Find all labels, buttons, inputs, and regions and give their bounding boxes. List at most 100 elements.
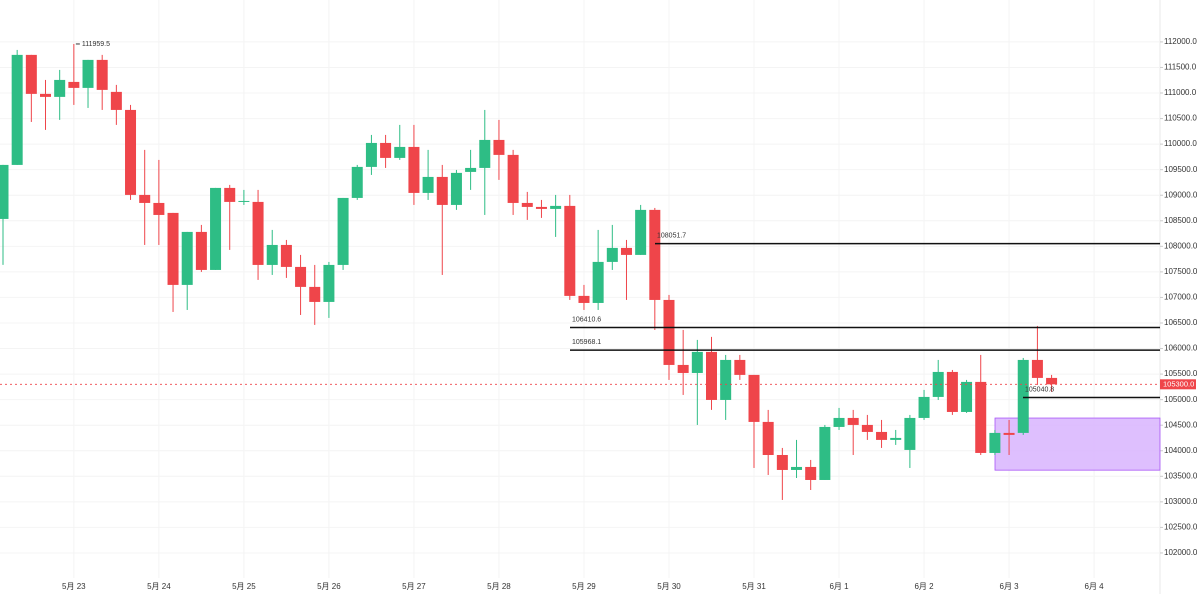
candle-body [195, 231, 207, 270]
candle-body [620, 247, 632, 255]
candle-body [25, 54, 37, 94]
level-label: 106410.6 [572, 316, 601, 323]
y-tick-label: 110500.0 [1164, 114, 1197, 123]
candle-body [1003, 432, 1015, 435]
x-tick-label: 5月 26 [317, 582, 341, 591]
y-tick-label: 112000.0 [1164, 37, 1197, 46]
candle-body [762, 421, 774, 455]
candle-body [876, 431, 888, 440]
candle-body [493, 139, 505, 155]
x-tick-label: 5月 31 [742, 582, 766, 591]
level-label: 105968.1 [572, 339, 601, 346]
candle-body [946, 371, 958, 412]
candle-body [465, 167, 477, 172]
candle-body [776, 454, 788, 470]
x-tick-label: 5月 30 [657, 582, 681, 591]
candle-body [479, 139, 491, 168]
candle-body [295, 266, 307, 287]
candle-body [989, 432, 1001, 453]
candle-body [890, 437, 902, 440]
candle-body [861, 424, 873, 432]
candle-body [436, 176, 448, 205]
candle-body [805, 466, 817, 480]
candle-body [422, 176, 434, 193]
y-tick-label: 102000.0 [1164, 548, 1198, 557]
candle-body [677, 364, 689, 373]
candle-body [691, 351, 703, 373]
candle-body [11, 54, 23, 165]
candle-body [210, 187, 222, 270]
y-tick-label: 105000.0 [1164, 395, 1198, 404]
high-marker-label: 111959.5 [82, 41, 110, 48]
candle-body [96, 59, 108, 90]
last-price-label: 105300.0 [1163, 379, 1194, 388]
y-tick-label: 108500.0 [1164, 216, 1198, 225]
x-tick-label: 5月 25 [232, 582, 256, 591]
candle-body [181, 231, 193, 285]
y-tick-label: 109000.0 [1164, 190, 1198, 199]
candle-body [606, 247, 618, 262]
candle-body [521, 202, 533, 207]
candle-body [394, 146, 406, 158]
x-tick-label: 6月 4 [1085, 582, 1105, 591]
candle-body [309, 286, 321, 302]
level-label: 108051.7 [657, 233, 686, 240]
candle-body [663, 299, 675, 365]
x-tick-label: 5月 27 [402, 582, 426, 591]
candle-body [578, 295, 590, 303]
candle-body [635, 209, 647, 255]
candle-body [649, 209, 661, 300]
candle-body [125, 109, 137, 195]
y-tick-label: 104000.0 [1164, 446, 1198, 455]
candle-body [153, 202, 165, 215]
candle-body [819, 426, 831, 480]
candle-body [266, 244, 278, 265]
y-tick-label: 105500.0 [1164, 369, 1198, 378]
candle-body [507, 154, 519, 203]
candle-body [833, 417, 845, 427]
candle-body [139, 194, 151, 203]
y-tick-label: 110000.0 [1164, 139, 1197, 148]
candle-body [961, 381, 973, 412]
y-tick-label: 109500.0 [1164, 165, 1198, 174]
candle-body [252, 201, 264, 265]
y-tick-label: 106500.0 [1164, 318, 1198, 327]
y-tick-label: 111500.0 [1164, 63, 1197, 72]
x-tick-label: 5月 29 [572, 582, 596, 591]
candle-body [450, 172, 462, 205]
x-tick-label: 5月 23 [62, 582, 86, 591]
candle-body [224, 187, 236, 202]
candle-body [1031, 359, 1043, 378]
candle-body [706, 351, 717, 400]
y-tick-label: 107500.0 [1164, 267, 1198, 276]
candle-body [408, 146, 420, 193]
candle-body [550, 205, 562, 209]
candle-body [904, 417, 916, 450]
x-tick-label: 6月 2 [914, 582, 934, 591]
last-price-tag [1160, 379, 1196, 390]
candle-body [720, 359, 732, 400]
y-tick-label: 104500.0 [1164, 420, 1198, 429]
candle-body [918, 396, 930, 418]
x-tick-label: 6月 3 [1000, 582, 1020, 591]
y-tick-label: 111000.0 [1164, 88, 1197, 97]
candle-body [847, 417, 859, 425]
y-tick-label: 107000.0 [1164, 293, 1198, 302]
candle-body [0, 164, 9, 219]
candle-body [1017, 359, 1029, 433]
candle-body [932, 371, 944, 397]
y-tick-label: 106000.0 [1164, 344, 1198, 353]
candle-body [337, 197, 349, 265]
candle-body [323, 264, 335, 302]
y-tick-label: 108000.0 [1164, 241, 1198, 250]
candle-body [40, 93, 52, 97]
y-tick-label: 103000.0 [1164, 497, 1198, 506]
level-label: 105040.8 [1025, 386, 1054, 393]
candle-body [351, 166, 363, 198]
candle-body [791, 466, 803, 470]
candle-body [734, 359, 746, 375]
x-tick-label: 6月 1 [829, 582, 849, 591]
candle-body [82, 59, 94, 88]
candle-body [68, 81, 80, 88]
